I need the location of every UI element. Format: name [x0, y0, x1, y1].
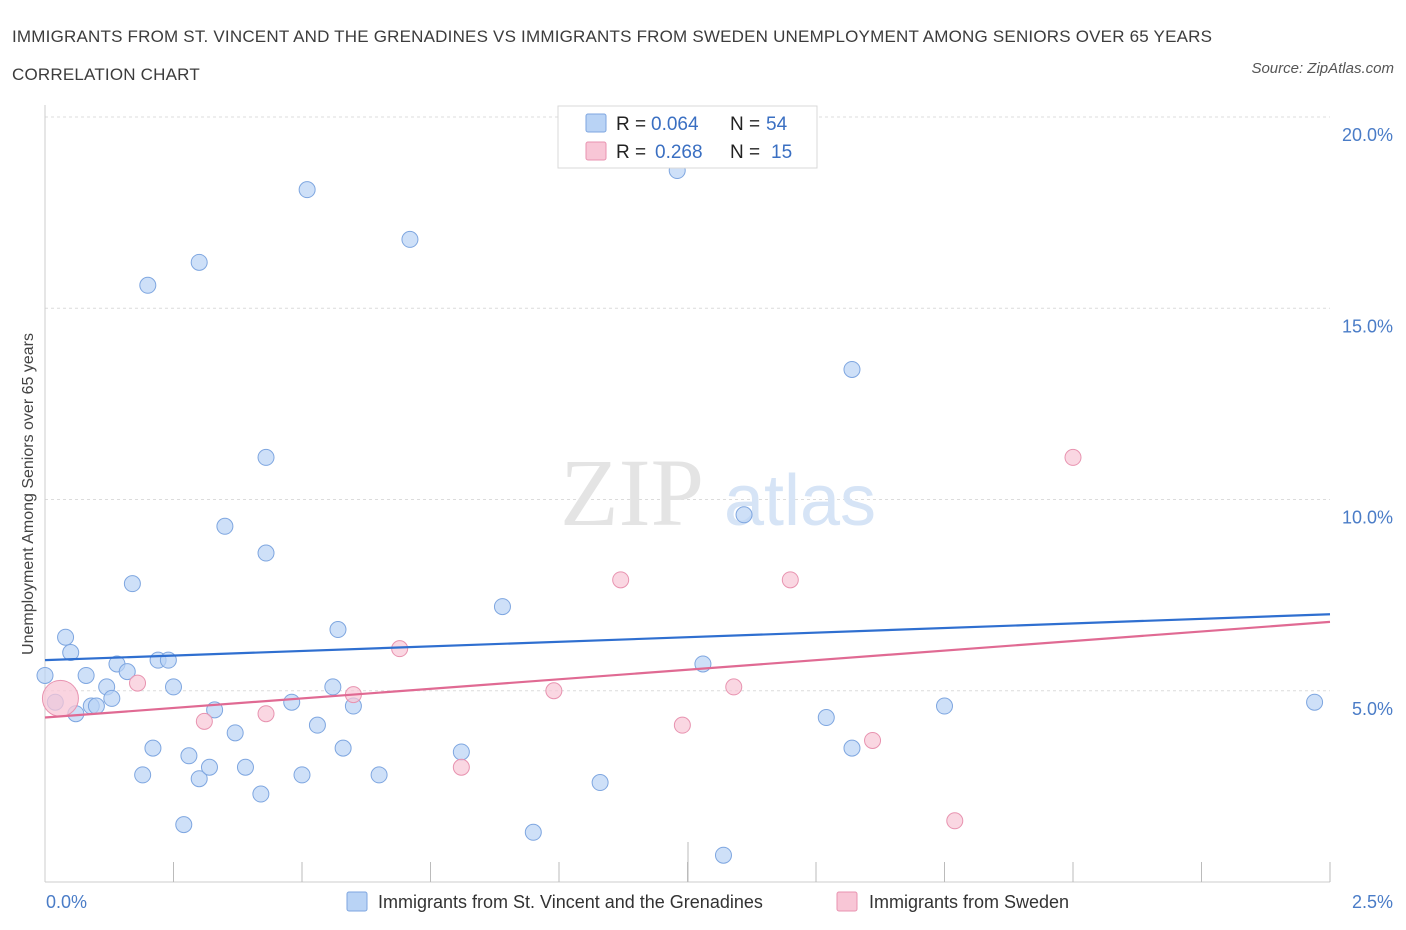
point-series-1-28 — [236, 758, 254, 776]
point-series-1-45 — [591, 774, 609, 792]
point-series-1-37 — [329, 621, 347, 639]
watermark-zip: ZIP — [560, 439, 704, 546]
point-series-2-12 — [781, 571, 799, 589]
point-series-1-23 — [190, 253, 208, 271]
point-series-1-34 — [298, 181, 316, 199]
point-series-1-54 — [1306, 693, 1324, 711]
legend-r-value-1: 0.064 — [651, 114, 699, 135]
legend-r-label-1: R = — [616, 114, 646, 135]
point-series-1-15 — [139, 276, 157, 294]
point-series-1-36 — [324, 678, 342, 696]
point-series-2-1 — [41, 679, 79, 717]
point-series-1-44 — [524, 823, 542, 841]
y-tick-label-2: 10.0% — [1342, 508, 1393, 528]
x-tick-label-1: 0.0% — [46, 892, 87, 912]
point-series-1-41 — [401, 230, 419, 248]
legend-n-label-1: N = — [730, 114, 760, 135]
point-series-1-22 — [190, 770, 208, 788]
point-series-1-8 — [87, 697, 105, 715]
point-series-1-52 — [843, 360, 861, 378]
point-series-1-4 — [62, 644, 80, 661]
point-series-1-13 — [123, 575, 141, 593]
point-series-1-49 — [735, 506, 753, 524]
legend-correlation: R = 0.064 N = 54 R = 0.268 N = 15 — [557, 105, 818, 169]
y-axis-label: Unemployment Among Seniors over 65 years — [20, 333, 37, 655]
point-series-1-6 — [77, 666, 95, 684]
y-tick-label-4: 20.0% — [1342, 125, 1393, 145]
point-series-2-13 — [864, 731, 882, 749]
point-series-1-1 — [36, 666, 54, 684]
legend-swatch-series-1 — [585, 113, 607, 133]
point-series-2-7 — [452, 758, 470, 776]
point-series-1-3 — [57, 628, 75, 646]
point-series-2-3 — [195, 712, 213, 730]
legend-series: Immigrants from St. Vincent and the Gren… — [346, 891, 1069, 912]
point-series-2-8 — [545, 682, 563, 700]
point-series-1-40 — [370, 766, 388, 784]
point-series-2-10 — [673, 716, 691, 734]
watermark: ZIP atlas — [560, 439, 876, 546]
point-series-1-51 — [843, 739, 861, 757]
point-series-1-16 — [144, 739, 162, 757]
point-series-1-43 — [493, 598, 511, 616]
point-series-1-42 — [452, 743, 470, 761]
legend-n-label-2: N = — [730, 142, 760, 163]
point-series-1-24 — [200, 758, 218, 776]
legend-r-label-2: R = — [616, 142, 646, 163]
point-series-1-35 — [308, 716, 326, 734]
bottom-legend-swatch-1 — [346, 891, 368, 912]
x-tick-label-2: 2.5% — [1352, 892, 1393, 912]
y-tick-label-1: 5.0% — [1352, 699, 1393, 719]
point-series-2-4 — [257, 705, 275, 723]
legend-swatch-series-2 — [585, 141, 607, 161]
point-series-2-14 — [946, 812, 964, 830]
point-series-1-12 — [118, 663, 136, 681]
point-series-1-29 — [252, 785, 270, 803]
bottom-legend-label-1: Immigrants from St. Vincent and the Gren… — [378, 892, 763, 912]
point-series-1-21 — [180, 747, 198, 765]
bottom-legend-swatch-2 — [836, 891, 858, 912]
point-series-1-19 — [165, 678, 182, 696]
point-series-1-33 — [293, 766, 311, 784]
point-series-1-53 — [936, 697, 953, 715]
legend-n-value-2: 15 — [771, 142, 792, 163]
point-series-1-20 — [175, 816, 193, 834]
ticks-layer: 5.0% 10.0% 15.0% 20.0% 0.0% 2.5% — [46, 125, 1393, 912]
source-credit: Source: ZipAtlas.com — [1251, 60, 1394, 77]
watermark-atlas: atlas — [724, 461, 876, 541]
point-series-1-27 — [226, 724, 244, 742]
trend-line-series-1 — [44, 613, 1331, 662]
point-series-1-14 — [134, 766, 152, 784]
point-series-1-48 — [714, 846, 732, 864]
point-series-1-10 — [103, 689, 121, 707]
grid-layer — [45, 116, 1330, 692]
point-series-1-26 — [216, 517, 234, 535]
bottom-legend-label-2: Immigrants from Sweden — [869, 892, 1069, 912]
point-series-1-30 — [257, 448, 275, 466]
legend-n-value-1: 54 — [766, 114, 788, 135]
legend-r-value-2: 0.268 — [655, 142, 703, 163]
y-tick-label-3: 15.0% — [1342, 316, 1393, 336]
axes-layer — [44, 105, 1331, 883]
chart-title: IMMIGRANTS FROM ST. VINCENT AND THE GREN… — [12, 27, 1213, 84]
point-series-1-31 — [257, 544, 275, 562]
trend-line-series-2 — [44, 620, 1331, 719]
trend-layer — [44, 613, 1331, 719]
point-series-1-38 — [334, 739, 352, 757]
points-layer — [36, 162, 1324, 864]
point-series-2-9 — [612, 571, 630, 589]
point-series-1-50 — [817, 709, 835, 727]
point-series-2-15 — [1064, 448, 1082, 466]
point-series-2-2 — [129, 674, 147, 692]
point-series-2-11 — [725, 678, 743, 696]
point-series-1-32 — [283, 693, 301, 711]
